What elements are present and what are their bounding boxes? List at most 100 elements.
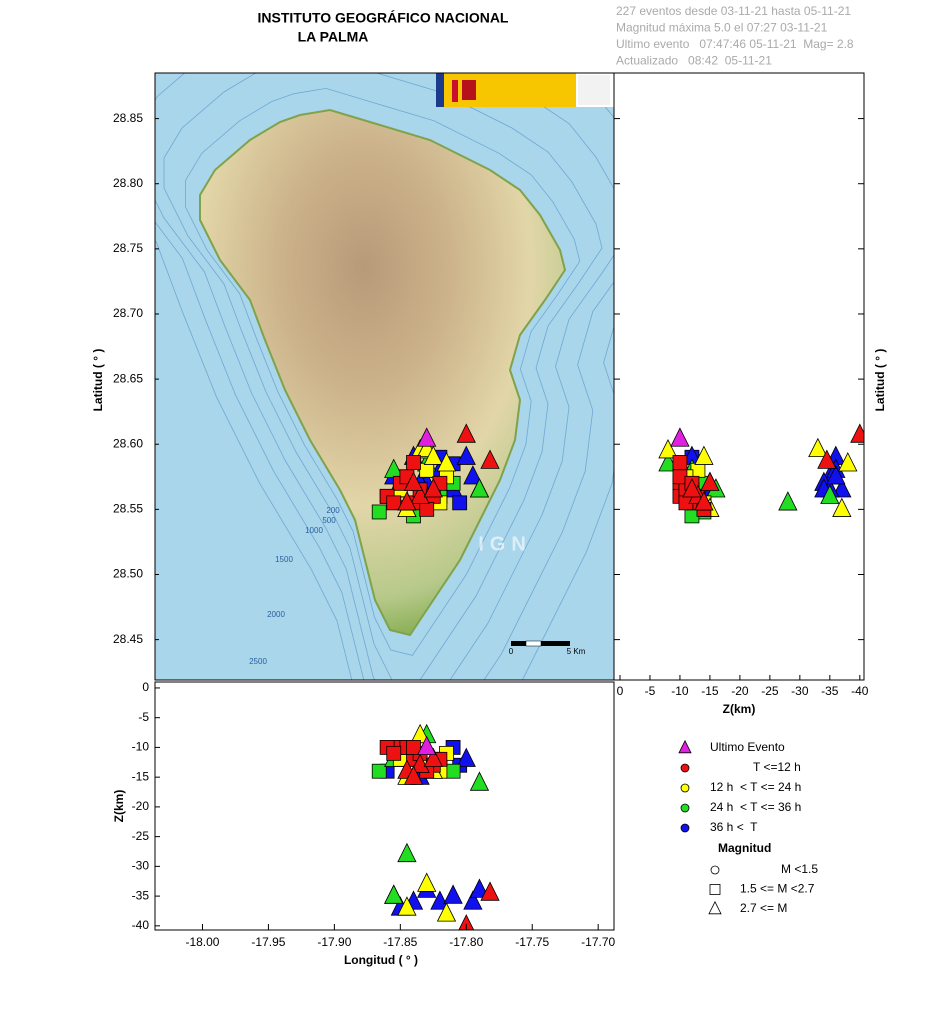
y-tick-label: 28.60 xyxy=(113,436,143,450)
z-tick-label: -10 xyxy=(671,684,689,698)
triangle-marker xyxy=(443,884,463,904)
triangle-marker xyxy=(403,471,424,491)
legend-marker xyxy=(710,865,720,875)
triangle-marker xyxy=(670,427,690,447)
y-axis-label: Latitud ( ° ) xyxy=(873,349,887,412)
legend-marker xyxy=(680,763,690,773)
square-marker xyxy=(406,455,421,470)
info-line: Actualizado 08:42 05-11-21 xyxy=(616,54,772,68)
z-tick-label: -10 xyxy=(132,740,150,754)
map-label: 2500 xyxy=(249,657,267,666)
legend-marker xyxy=(680,783,690,793)
z-tick-label: -15 xyxy=(701,684,719,698)
z-tick-label: 0 xyxy=(617,684,624,698)
triangle-marker xyxy=(469,478,490,498)
legend-marker xyxy=(708,900,722,915)
contour-line xyxy=(155,73,614,680)
x-tick-label: -17.75 xyxy=(515,935,549,949)
x-tick-label: -18.00 xyxy=(185,935,219,949)
x-tick-label: -17.70 xyxy=(581,935,615,949)
triangle-marker xyxy=(694,491,714,511)
triangle-marker xyxy=(682,478,702,498)
contour-line xyxy=(185,87,581,656)
square-marker xyxy=(445,763,461,779)
map-label: 200 xyxy=(326,506,340,515)
triangle-marker xyxy=(808,437,828,458)
triangle-marker xyxy=(397,491,417,511)
x-axis-label: Longitud ( ° ) xyxy=(344,953,418,967)
triangle-marker xyxy=(456,747,476,767)
y-tick-label: 28.80 xyxy=(113,176,143,190)
triangle-marker xyxy=(423,747,443,767)
triangle-marker xyxy=(832,497,852,517)
triangle-marker xyxy=(410,484,430,504)
x-tick-label: -17.95 xyxy=(251,935,285,949)
z-tick-label: -25 xyxy=(132,829,150,843)
square-marker xyxy=(419,462,435,478)
triangle-marker xyxy=(417,427,437,447)
y-tick-label: 28.55 xyxy=(113,502,143,516)
info-line: Magnitud máxima 5.0 el 07:27 03-11-21 xyxy=(616,21,828,35)
map-label: 1000 xyxy=(305,526,323,535)
z-tick-label: -5 xyxy=(138,710,149,724)
triangle-marker xyxy=(403,765,424,785)
map-points xyxy=(371,423,500,524)
map-label: 1500 xyxy=(275,555,293,564)
triangle-marker xyxy=(658,452,678,472)
square-marker xyxy=(672,455,688,470)
z-tick-label: -20 xyxy=(132,799,150,813)
y-tick-label: 28.75 xyxy=(113,241,143,255)
triangle-marker xyxy=(436,902,457,922)
triangle-marker xyxy=(469,878,490,898)
info-line: 227 eventos desde 03-11-21 hasta 05-11-2… xyxy=(616,4,851,18)
triangle-marker xyxy=(436,452,457,472)
lon-depth-frame xyxy=(154,681,615,931)
y-axis-label: Latitud ( ° ) xyxy=(91,349,105,412)
z-tick-label: -40 xyxy=(132,918,150,932)
triangle-marker xyxy=(480,449,500,469)
square-marker xyxy=(406,740,421,755)
square-marker xyxy=(371,763,387,779)
y-tick-label: 28.65 xyxy=(113,371,143,385)
triangle-marker xyxy=(384,884,404,904)
x-tick-label: -17.80 xyxy=(449,935,483,949)
x-tick-label: -17.85 xyxy=(383,935,417,949)
z-tick-label: -30 xyxy=(791,684,809,698)
z-tick-label: -35 xyxy=(132,888,150,902)
square-marker xyxy=(386,745,402,761)
triangle-marker xyxy=(480,881,500,901)
triangle-marker xyxy=(417,735,437,756)
z-tick-label: -40 xyxy=(851,684,869,698)
triangle-marker xyxy=(423,478,443,498)
triangle-marker xyxy=(817,449,837,469)
z-axis-label: Z(km) xyxy=(112,790,126,823)
x-tick-label: -17.90 xyxy=(317,935,351,949)
z-tick-label: -15 xyxy=(132,769,150,783)
depth-lat-frame xyxy=(613,72,865,681)
title: INSTITUTO GEOGRÁFICO NACIONAL xyxy=(258,10,509,26)
y-tick-label: 28.50 xyxy=(113,567,143,581)
map-label: 2000 xyxy=(267,610,285,619)
legend-label: 1.5 <= M <2.7 xyxy=(740,882,815,896)
y-tick-label: 28.45 xyxy=(113,632,143,646)
y-tick-label: 28.85 xyxy=(113,111,143,125)
triangle-marker xyxy=(456,445,476,465)
legend-label: 24 h < T <= 36 h xyxy=(710,800,801,814)
triangle-marker xyxy=(778,491,798,511)
triangle-marker xyxy=(397,842,417,863)
z-tick-label: -5 xyxy=(645,684,656,698)
legend-marker xyxy=(678,739,692,754)
triangle-marker xyxy=(694,445,714,465)
triangle-marker xyxy=(469,771,490,791)
square-marker xyxy=(386,495,402,511)
triangle-marker xyxy=(463,890,483,910)
z-axis-label: Z(km) xyxy=(723,702,756,716)
legend-label: 36 h < T xyxy=(710,820,758,834)
triangle-marker xyxy=(430,890,450,910)
triangle-marker xyxy=(658,439,678,459)
map-label: 500 xyxy=(322,516,336,525)
subtitle: LA PALMA xyxy=(298,29,369,45)
triangle-marker xyxy=(456,423,476,443)
